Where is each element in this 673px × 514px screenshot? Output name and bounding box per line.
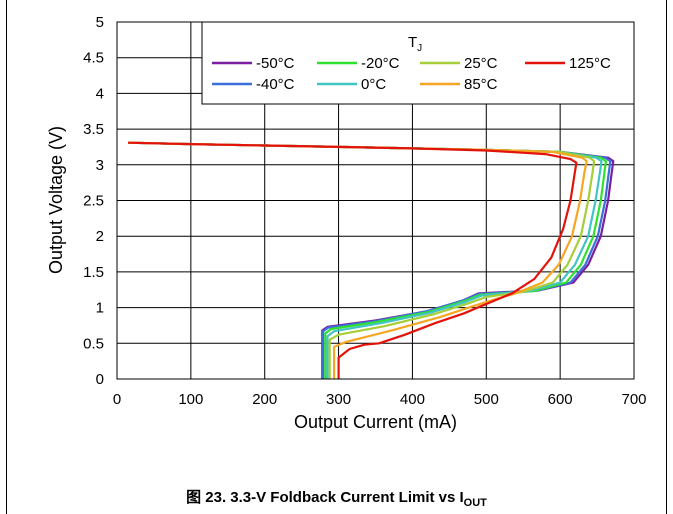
legend-label: 85°C <box>464 76 498 93</box>
legend-label: -40°C <box>256 76 295 93</box>
y-tick-label: 0.5 <box>83 335 104 352</box>
foldback-chart: 0 100 200 300 400 500 600 700 0 0.5 1 1.5 2 2.5 3 3.5 4 4… <box>46 14 647 432</box>
frame-left-border <box>6 0 7 514</box>
legend-label: -50°C <box>256 55 295 72</box>
legend-label: 0°C <box>361 76 386 93</box>
figure-caption: 图 23. 3.3-V Foldback Current Limit vs IO… <box>0 486 673 509</box>
frame-right-border <box>666 0 667 514</box>
x-tick-label: 100 <box>178 391 203 408</box>
y-tick-label: 3 <box>96 157 104 174</box>
legend-title-sub: J <box>417 43 422 54</box>
legend-label: -20°C <box>361 55 400 72</box>
y-tick-label: 5 <box>96 14 104 31</box>
y-tick-label: 4.5 <box>83 50 104 67</box>
x-tick-label: 600 <box>548 391 573 408</box>
legend-label: 25°C <box>464 55 498 72</box>
y-tick-label: 4 <box>96 85 104 102</box>
y-tick-label: 0 <box>96 371 104 388</box>
caption-subscript: OUT <box>463 497 487 509</box>
series-line <box>128 141 578 379</box>
series-layer <box>128 141 615 379</box>
x-axis-label: Output Current (mA) <box>294 412 457 432</box>
y-axis-label: Output Voltage (V) <box>46 126 66 274</box>
x-tick-label: 700 <box>621 391 646 408</box>
x-tick-label: 400 <box>400 391 425 408</box>
caption-main: 图 23. 3.3-V Foldback Current Limit vs I <box>186 489 464 506</box>
legend-entries: -50°C -40°C -20°C 0°C 25°C 85°C 125°C <box>212 55 611 93</box>
legend-title: TJ <box>408 34 422 54</box>
x-tick-label: 500 <box>474 391 499 408</box>
y-tick-label: 2 <box>96 228 104 245</box>
legend: TJ -50°C -40°C -20°C 0°C 25°C 85°C 125°C <box>201 21 635 105</box>
x-tick-label: 200 <box>252 391 277 408</box>
tick-labels: 0 100 200 300 400 500 600 700 0 0.5 1 1.5 2 2.5 3 3.5 4 4… <box>83 14 646 408</box>
y-tick-label: 1.5 <box>83 264 104 281</box>
legend-label: 125°C <box>569 55 611 72</box>
x-tick-label: 300 <box>326 391 351 408</box>
legend-title-main: T <box>408 34 417 51</box>
y-tick-label: 2.5 <box>83 193 104 210</box>
y-tick-label: 3.5 <box>83 121 104 138</box>
x-tick-label: 0 <box>113 391 121 408</box>
y-tick-label: 1 <box>96 300 104 317</box>
